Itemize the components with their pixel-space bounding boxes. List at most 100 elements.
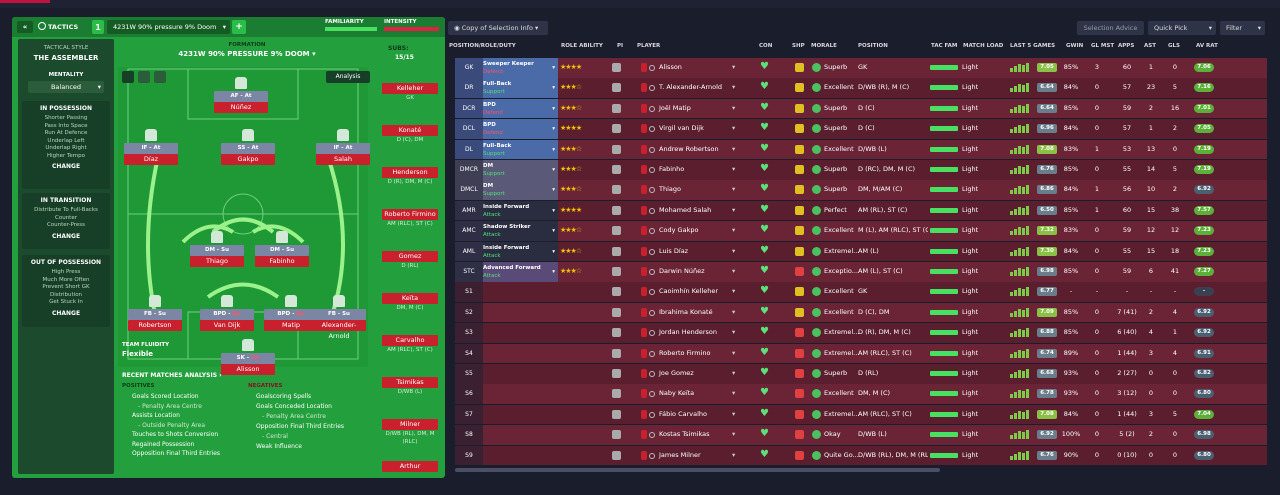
- player-name[interactable]: Naby Keïta: [659, 389, 695, 398]
- horizontal-scrollbar[interactable]: [455, 468, 940, 472]
- pitch-player[interactable]: BPD - De Matip: [264, 295, 318, 331]
- column-header[interactable]: SHP: [792, 43, 805, 49]
- player-name[interactable]: Cody Gakpo: [659, 226, 699, 235]
- pitch-player[interactable]: SS - At Gakpo: [221, 129, 275, 165]
- chevron-down-icon[interactable]: ▾: [732, 185, 736, 194]
- analysis-button[interactable]: Analysis: [326, 71, 370, 83]
- player-name[interactable]: James Milner: [659, 450, 701, 459]
- pi-icon[interactable]: [612, 144, 621, 154]
- pi-icon[interactable]: [612, 226, 621, 236]
- pitch-player[interactable]: DM - Su Fabinho: [255, 231, 309, 267]
- column-header[interactable]: GWIN: [1066, 43, 1084, 49]
- pi-icon[interactable]: [612, 246, 621, 256]
- chevron-down-icon[interactable]: ▾: [732, 348, 736, 357]
- stats-icon[interactable]: [138, 71, 150, 83]
- pitch-player[interactable]: IF - At Salah: [316, 129, 370, 165]
- table-row[interactable]: S8 Kostas Tsimikas ▾ ♥ Okay D/WB (L) Light 6.92…: [455, 425, 1267, 445]
- player-name[interactable]: Fábio Carvalho: [659, 409, 708, 418]
- table-row[interactable]: DCL BPD Defend ▾ ★★★★ Virgil van Dijk ▾ ♥ Superb…: [455, 119, 1267, 139]
- pi-icon[interactable]: [612, 63, 621, 72]
- role-duty-cell[interactable]: [483, 384, 558, 404]
- pitch-player[interactable]: AF - At Núñez: [214, 77, 268, 113]
- role-duty-cell[interactable]: BPD Defend ▾: [483, 119, 558, 139]
- tactic-slot[interactable]: 1: [92, 20, 104, 34]
- substitute-card[interactable]: Henderson D (R), DM, M (C): [382, 167, 438, 186]
- column-header[interactable]: CON: [759, 43, 773, 49]
- table-row[interactable]: AML Inside Forward Attack ▾ ★★★☆ Luis Díaz ▾ ♥ E…: [455, 241, 1267, 262]
- table-row[interactable]: DL Full-Back Support ▾ ★★★☆ Andrew Robertson ▾…: [455, 139, 1267, 160]
- player-name[interactable]: T. Alexander-Arnold: [659, 83, 723, 92]
- player-name[interactable]: Joe Gomez: [659, 369, 694, 377]
- player-name[interactable]: Luis Díaz: [659, 246, 689, 255]
- table-row[interactable]: S5 Joe Gomez ▾ ♥ Superb D (RL) Light 6.68 93% 0 2 …: [455, 364, 1267, 384]
- player-name[interactable]: Darwin Núñez: [659, 267, 705, 275]
- chevron-down-icon[interactable]: ▾: [732, 103, 736, 112]
- pi-icon[interactable]: [612, 430, 621, 440]
- player-name[interactable]: Mohamed Salah: [659, 205, 712, 214]
- column-header[interactable]: ROLE ABILITY: [561, 43, 603, 49]
- table-row[interactable]: S4 Roberto Firmino ▾ ♥ Extremel... AM (RLC), …: [455, 343, 1267, 364]
- column-header[interactable]: AV RAT: [1196, 43, 1218, 49]
- column-header[interactable]: POSITION: [858, 43, 888, 49]
- player-name[interactable]: Jordan Henderson: [659, 328, 718, 337]
- filter-button[interactable]: Filter ▾: [1220, 21, 1265, 35]
- role-duty-cell[interactable]: Shadow Striker Attack ▾: [483, 221, 558, 241]
- pi-icon[interactable]: [612, 165, 621, 174]
- chevron-down-icon[interactable]: ▾: [732, 430, 736, 439]
- pitch-player[interactable]: FB - Su Alexander-Arnold: [312, 295, 366, 340]
- chevron-down-icon[interactable]: ▾: [732, 124, 736, 133]
- pi-icon[interactable]: [612, 369, 621, 378]
- chevron-down-icon[interactable]: ▾: [732, 328, 736, 337]
- pi-icon[interactable]: [612, 307, 621, 317]
- tactical-style-value[interactable]: THE ASSEMBLER: [33, 54, 99, 62]
- column-header[interactable]: PI: [617, 43, 624, 49]
- chevron-down-icon[interactable]: ▾: [732, 144, 736, 153]
- player-name[interactable]: Kostas Tsimikas: [659, 430, 710, 439]
- substitute-card[interactable]: Keïta DM, M (C): [382, 293, 438, 312]
- table-row[interactable]: DMCL DM Support ▾ ★★★☆ Thiago ▾ ♥ Superb DM, M/AM…: [455, 180, 1267, 200]
- pitch-player[interactable]: FB - Su Robertson: [128, 295, 182, 331]
- table-row[interactable]: S1 Caoimhín Kelleher ▾ ♥ Excellent GK Light 6.7…: [455, 282, 1267, 302]
- chevron-down-icon[interactable]: ▾: [732, 205, 736, 214]
- pi-icon[interactable]: [612, 83, 621, 93]
- pi-icon[interactable]: [612, 205, 621, 215]
- substitute-card[interactable]: Tsimikas D/WB (L): [382, 377, 438, 396]
- substitute-card[interactable]: Milner D/WB (RL), DM, M (RLC): [382, 419, 438, 446]
- pi-icon[interactable]: [612, 409, 621, 419]
- role-duty-cell[interactable]: Inside Forward Attack ▾: [483, 200, 558, 221]
- pi-icon[interactable]: [612, 267, 621, 276]
- pi-icon[interactable]: [612, 287, 621, 297]
- table-row[interactable]: DR Full-Back Support ▾ ★★★☆ T. Alexander-Arno…: [455, 78, 1267, 98]
- chevron-down-icon[interactable]: ▾: [732, 246, 736, 255]
- selection-advice-button[interactable]: Selection Advice: [1077, 21, 1144, 35]
- collapse-icon[interactable]: «: [17, 21, 33, 33]
- chevron-down-icon[interactable]: ▾: [732, 165, 736, 173]
- role-duty-cell[interactable]: [483, 364, 558, 384]
- pi-icon[interactable]: [612, 348, 621, 358]
- role-duty-cell[interactable]: Full-Back Support ▾: [483, 139, 558, 160]
- substitute-card[interactable]: Gomez D (RL): [382, 251, 438, 270]
- quick-pick-button[interactable]: Quick Pick ▾: [1148, 21, 1216, 35]
- player-name[interactable]: Ibrahima Konaté: [659, 307, 713, 316]
- role-duty-cell[interactable]: [483, 303, 558, 323]
- player-name[interactable]: Andrew Robertson: [659, 144, 719, 153]
- role-duty-cell[interactable]: Inside Forward Attack ▾: [483, 241, 558, 262]
- player-name[interactable]: Thiago: [659, 185, 681, 194]
- role-duty-cell[interactable]: Sweeper Keeper Defend ▾: [483, 58, 558, 78]
- pi-icon[interactable]: [612, 328, 621, 338]
- add-tactic-button[interactable]: +: [232, 20, 246, 34]
- in-possession-change-button[interactable]: CHANGE: [51, 163, 81, 170]
- chevron-down-icon[interactable]: ▾: [732, 369, 736, 377]
- role-duty-cell[interactable]: BPD Defend ▾: [483, 98, 558, 119]
- chevron-down-icon[interactable]: ▾: [732, 307, 736, 316]
- chevron-down-icon[interactable]: ▾: [732, 409, 736, 418]
- substitute-card[interactable]: Roberto Firmino AM (RLC), ST (C): [382, 209, 438, 228]
- role-duty-cell[interactable]: [483, 446, 558, 466]
- column-header[interactable]: AST: [1144, 43, 1156, 49]
- formation-select[interactable]: 4231W 90% PRESSURE 9% DOOM ▾: [122, 50, 372, 58]
- pitch-player[interactable]: DM - Su Thiago: [190, 231, 244, 267]
- table-row[interactable]: S3 Jordan Henderson ▾ ♥ Extremel... D (R), DM…: [455, 323, 1267, 343]
- table-row[interactable]: S6 Naby Keïta ▾ ♥ Excellent DM, M (C) Light 6.7…: [455, 384, 1267, 404]
- chevron-down-icon[interactable]: ▾: [732, 226, 736, 235]
- pitch-player[interactable]: IF - At Díaz: [124, 129, 178, 165]
